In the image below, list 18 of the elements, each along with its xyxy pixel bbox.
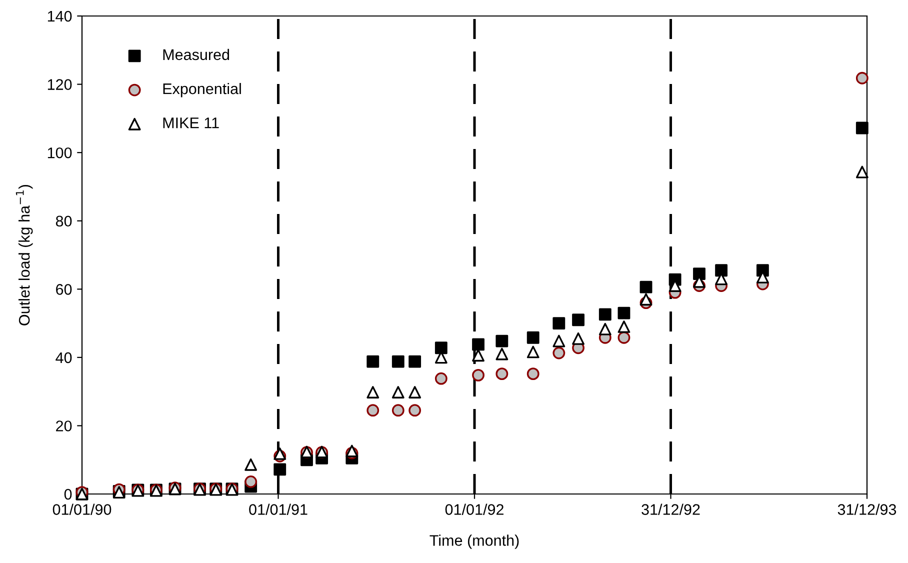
y-axis-title: Outlet load (kg ha$^{−1}$) [16,184,33,326]
x-tick-label: 01/01/91 [249,504,308,515]
x-tick-label: 01/01/90 [52,504,112,515]
legend-label: Measured [163,48,230,60]
y-tick-label: 120 [48,79,72,90]
x-tick-label: 31/12/93 [838,504,896,515]
y-tick-label: 60 [56,284,72,295]
x-tick-label: 01/01/92 [445,504,504,515]
y-tick-label: 100 [48,147,72,158]
y-tick-label: 140 [48,10,72,22]
legend-label: Exponential [163,82,241,98]
y-tick-label: 20 [56,420,72,432]
x-axis-title: Time (month) [430,534,519,549]
y-tick-label: 80 [56,216,72,227]
y-tick-label: 40 [56,352,72,364]
y-tick-label: 0 [64,488,72,500]
legend-label: MIKE 11 [163,118,219,128]
x-tick-label: 31/12/92 [642,504,700,515]
